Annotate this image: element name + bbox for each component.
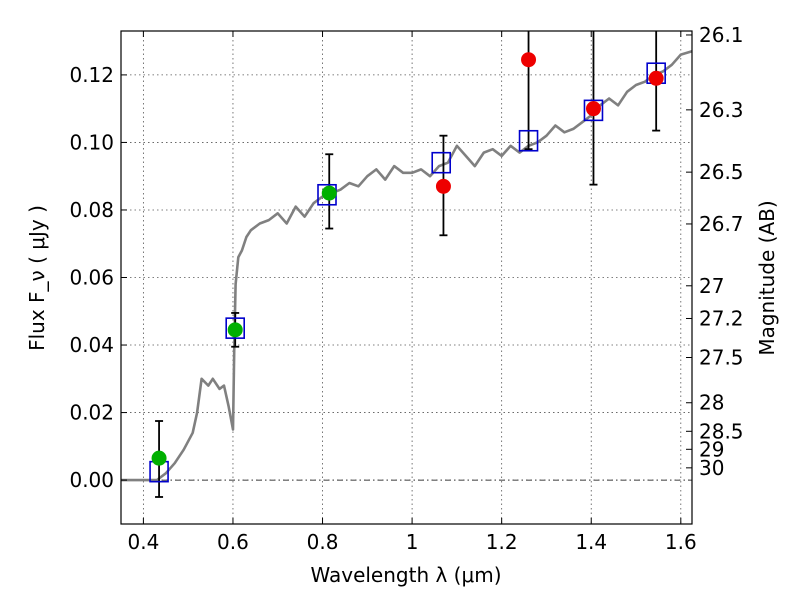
- observed-point-lowsn: [585, 101, 601, 117]
- mag-tick-label: 27: [699, 274, 724, 298]
- y-tick-label: 0.12: [69, 63, 114, 87]
- observed-point-detected: [227, 322, 243, 338]
- y-tick-label: 0.00: [69, 468, 114, 492]
- y-tick-label: 0.10: [69, 130, 114, 154]
- x-tick-label: 0.8: [307, 530, 339, 554]
- model-spectrum-line: [121, 50, 693, 482]
- y-axis-label: Flux F_ν ( μJy ): [25, 205, 49, 351]
- observed-point-detected: [321, 185, 337, 201]
- y-tick-label: 0.04: [69, 333, 114, 357]
- observed-point-lowsn: [521, 52, 537, 68]
- mag-tick-label: 26.5: [699, 160, 744, 184]
- grid: [121, 31, 692, 524]
- model-photometry-square: [225, 317, 245, 339]
- y-tick-label: 0.02: [69, 401, 114, 425]
- mag-tick-label: 27.2: [699, 306, 744, 330]
- mag-tick-label: 29: [699, 437, 724, 461]
- y-tick-label: 0.08: [69, 198, 114, 222]
- mag-tick-label: 26.1: [699, 23, 744, 47]
- ticks: 0.4 0.6 0.8 1 1.2 1.4 1.6 0.00 0.02 0.04 0.06 0.08 0…: [69, 23, 743, 554]
- mag-tick-label: 26.3: [699, 98, 744, 122]
- model-spectrum-layer: [121, 50, 693, 482]
- y-tick-label: 0.06: [69, 266, 114, 290]
- mag-tick-label: 27.5: [699, 346, 744, 370]
- x-tick-label: 0.4: [127, 530, 159, 554]
- mag-tick-label: 28.5: [699, 419, 744, 443]
- x-tick-label: 1.4: [575, 530, 607, 554]
- observed-points-layer: [151, 52, 664, 466]
- observed-point-detected: [151, 450, 167, 466]
- x-axis-label: Wavelength λ (μm): [310, 563, 501, 587]
- x-tick-label: 1.2: [486, 530, 518, 554]
- mag-tick-label: 28: [699, 391, 724, 415]
- model-photometry-square: [518, 129, 539, 152]
- mag-tick-label: 26.7: [699, 212, 744, 236]
- x-tick-label: 1: [406, 530, 419, 554]
- x-tick-label: 1.6: [665, 530, 697, 554]
- mag-tick-label: 30: [699, 456, 724, 480]
- x-tick-label: 0.6: [217, 530, 249, 554]
- observed-point-lowsn: [435, 178, 451, 194]
- model-photometry-square: [431, 151, 452, 174]
- model-photometry-square: [583, 99, 604, 122]
- y2-axis-label: Magnitude (AB): [755, 200, 779, 355]
- observed-point-lowsn: [648, 70, 664, 86]
